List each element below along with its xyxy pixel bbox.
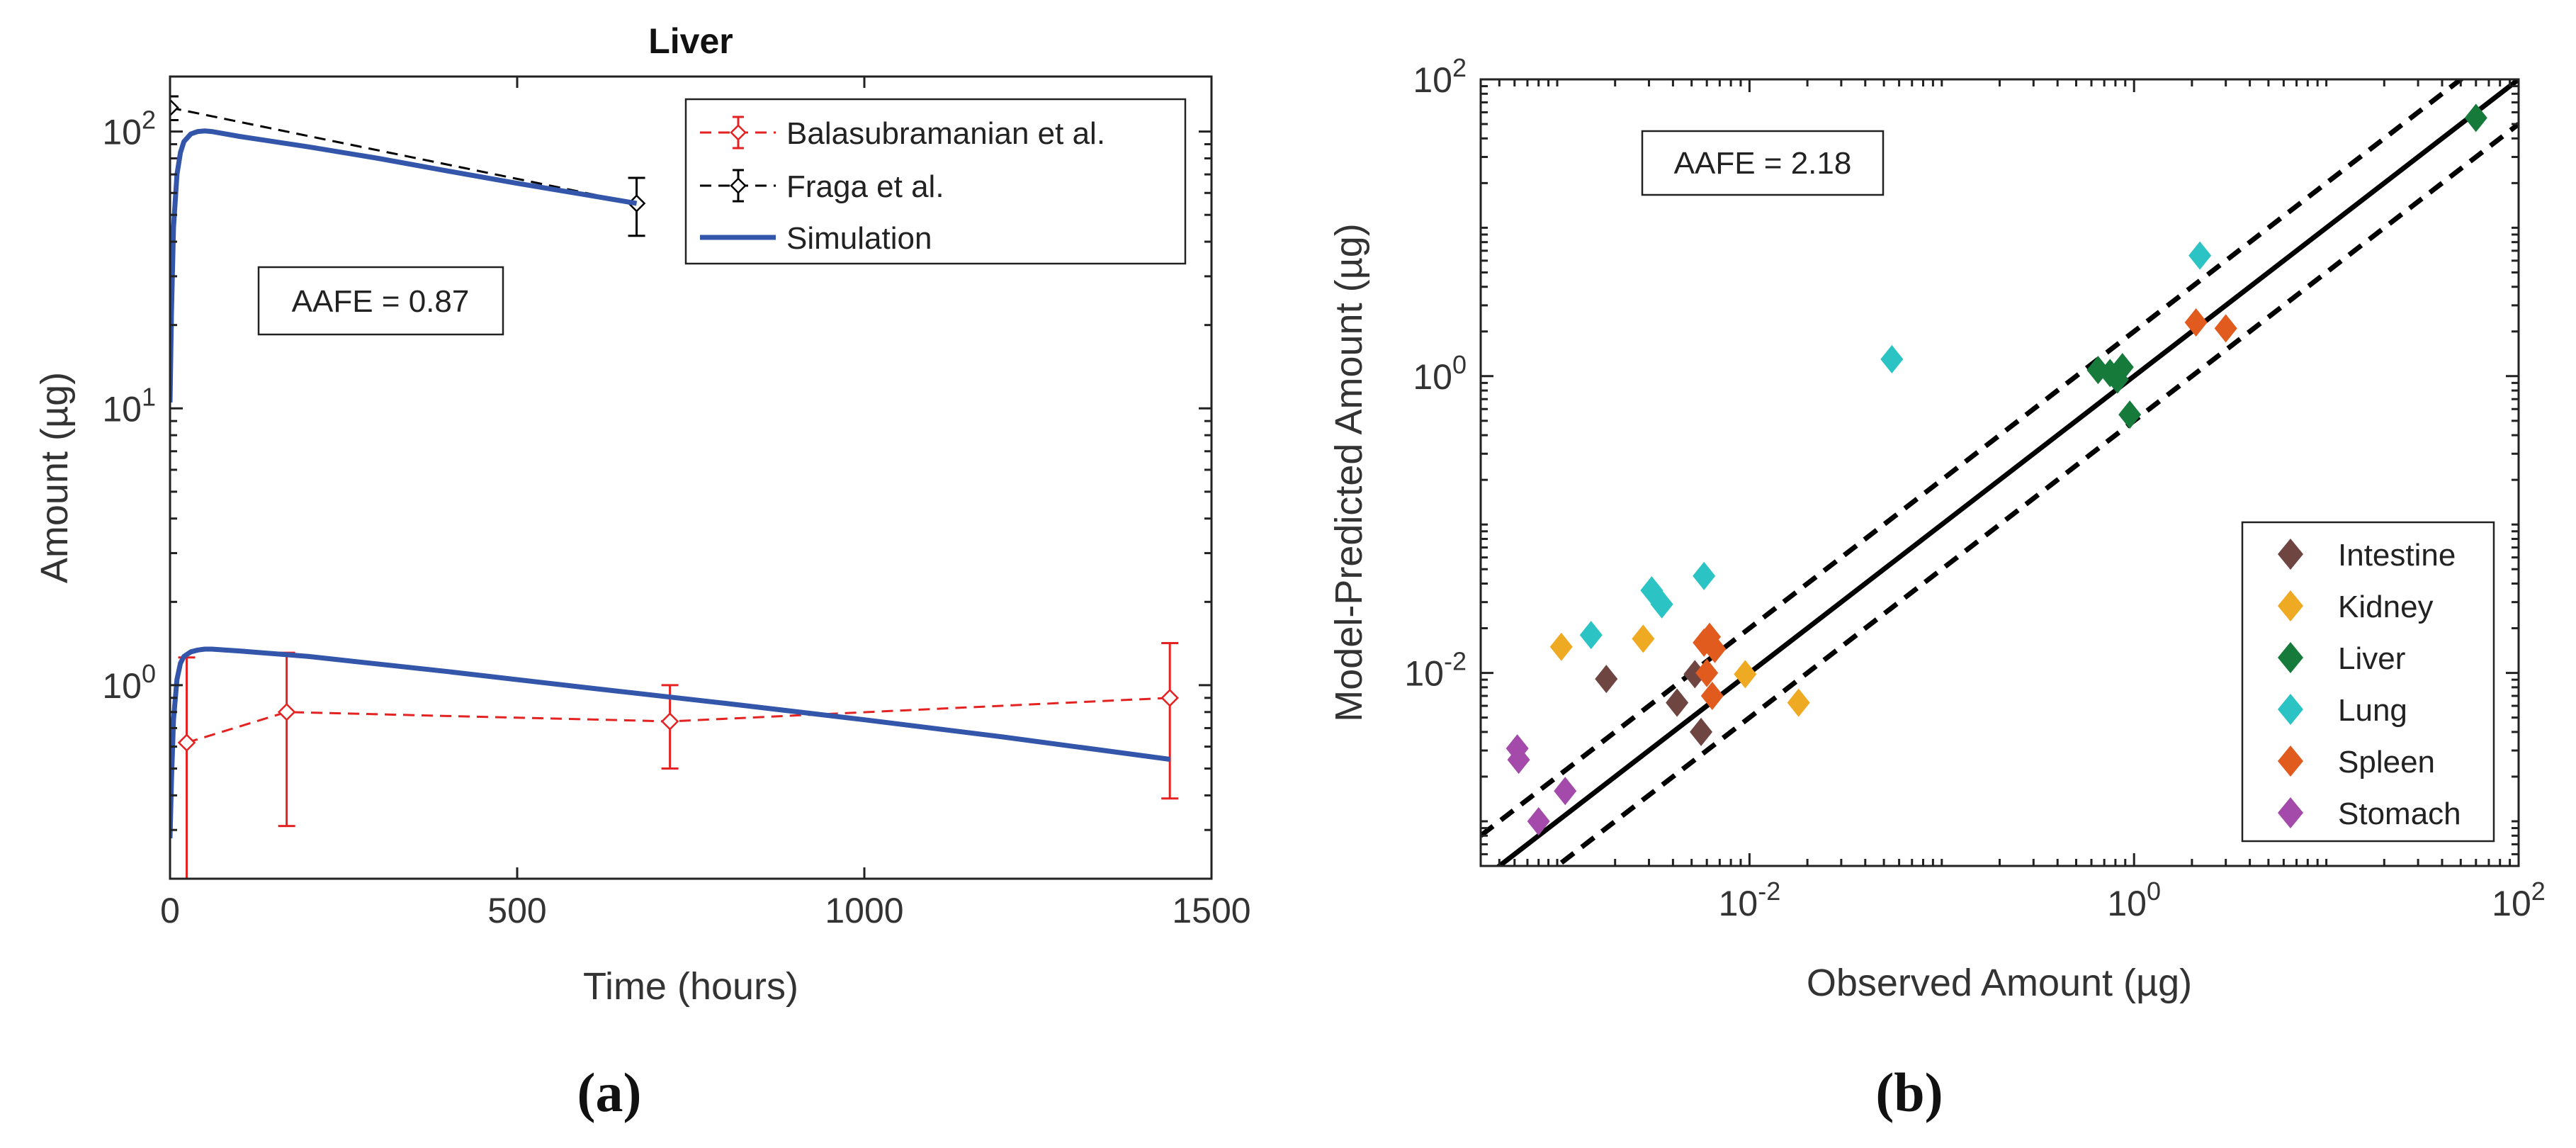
legend-entry-fraga: Fraga et al.: [700, 169, 944, 204]
spleen-data-point: [2214, 314, 2237, 343]
legend-a: Balasubramanian et al. Fraga et al. Simu…: [684, 98, 1187, 265]
aafe-label: AAFE = 2.18: [1674, 146, 1852, 181]
legend-label-simulation: Simulation: [786, 221, 932, 256]
stomach-data-point: [1527, 806, 1550, 835]
lung-data-point: [1693, 561, 1716, 590]
intestine-data-point: [1666, 688, 1689, 717]
stomach-data-point: [1507, 745, 1530, 775]
spleen-data-point: [2184, 308, 2208, 337]
legend-entry-lung: Lung: [2278, 693, 2407, 728]
plot-frame-b: [1479, 78, 2520, 867]
reference-line-2-fold-below: [1553, 122, 2519, 866]
liver-data-point: [2118, 400, 2142, 429]
series-layer-b: [1481, 79, 2519, 866]
aafe-annotation-b: AAFE = 2.18: [1641, 130, 1885, 196]
y-axis-label: Amount (µg): [33, 372, 76, 583]
y-axis-label: Model-Predicted Amount (µg): [1328, 223, 1370, 721]
panel-b: 10-2 100 102 10-2 100 102 AAFE = 2.18 Intesti…: [1328, 53, 2546, 1123]
legend-diamond-intestine: [2278, 539, 2303, 570]
legend-entry-intestine: Intestine: [2278, 538, 2456, 573]
legend-diamond-liver: [2278, 642, 2303, 673]
chart-title: Liver: [648, 21, 733, 61]
y-tick-label: 102: [102, 106, 156, 152]
legend-diamond-stomach: [2278, 797, 2303, 828]
y-tick-label: 100: [102, 659, 156, 706]
legend-entry-kidney: Kidney: [2278, 590, 2434, 624]
x-tick-label: 500: [487, 891, 546, 930]
x-tick-label: 102: [2492, 877, 2546, 923]
legend-diamond-fraga: [730, 177, 747, 194]
legend-diamond-spleen: [2278, 745, 2303, 777]
legend-entry-balasubramanian: Balasubramanian et al.: [700, 116, 1105, 151]
legend-b: Intestine Kidney Liver Lung Spleen Stoma…: [2241, 521, 2495, 843]
legend-box: [2241, 521, 2495, 843]
legend-entry-stomach: Stomach: [2278, 797, 2461, 831]
lung-data-point: [1579, 621, 1603, 650]
y-tick-label: 100: [1413, 350, 1467, 397]
kidney-data-point: [1549, 632, 1573, 661]
x-tick-label: 0: [160, 891, 180, 930]
balasubramanian-dashed-line: [186, 697, 1170, 744]
kidney-data-point: [1632, 624, 1655, 653]
fraga-data-point: [170, 99, 179, 117]
intestine-data-point: [1595, 665, 1618, 694]
legend-label-lung: Lung: [2338, 693, 2407, 728]
x-tick-label: 100: [2107, 877, 2161, 923]
legend-entry-simulation: Simulation: [700, 221, 932, 256]
lung-data-point: [1650, 590, 1673, 619]
balasubramanian-data-point: [177, 733, 196, 752]
legend-diamond-kidney: [2278, 590, 2303, 621]
legend-diamond-balasubramanian: [730, 124, 747, 141]
kidney-data-point: [1787, 688, 1810, 717]
panel-a: Liver 0 500 1000 1500 100 101 102 Balasubraman…: [33, 21, 1251, 1123]
aafe-box: [1641, 130, 1885, 196]
legend-label-spleen: Spleen: [2338, 745, 2435, 780]
x-tick-label: 1000: [825, 891, 903, 930]
intestine-data-point: [1690, 717, 1713, 746]
x-axis-label: Observed Amount (µg): [1807, 962, 2192, 1004]
y-tick-label: 102: [1413, 53, 1467, 100]
reference-line-identity: [1495, 79, 2519, 866]
aafe-label: AAFE = 0.87: [292, 284, 470, 319]
spleen-data-point: [1695, 658, 1719, 687]
aafe-box: [257, 266, 504, 336]
legend-label-balasubramanian: Balasubramanian et al.: [786, 116, 1105, 151]
x-tick-label: 10-2: [1719, 877, 1781, 923]
spleen-data-point: [1703, 634, 1727, 663]
legend-diamond-lung: [2278, 694, 2303, 725]
balasubramanian-data-point: [660, 712, 679, 731]
legend-entry-liver: Liver: [2278, 641, 2405, 676]
liver-data-point: [2464, 103, 2487, 133]
y-tick-label: 101: [102, 382, 156, 429]
x-tick-label: 1500: [1172, 891, 1250, 930]
y-tick-label: 10-2: [1404, 647, 1467, 694]
legend-label-stomach: Stomach: [2338, 797, 2461, 831]
lung-data-point: [1880, 344, 1904, 373]
kidney-data-point: [1734, 660, 1757, 689]
x-axis-label: Time (hours): [583, 965, 798, 1008]
panel-label-b: (b): [1875, 1062, 1943, 1123]
reference-line-2-fold-above: [1481, 79, 2465, 838]
aafe-annotation-a: AAFE = 0.87: [257, 266, 504, 336]
lung-data-point: [2188, 241, 2212, 270]
legend-label-intestine: Intestine: [2338, 538, 2456, 573]
stomach-data-point: [1554, 777, 1577, 806]
fraga-dashed-line: [170, 106, 637, 205]
balasubramanian-data-point: [277, 703, 296, 721]
panel-label-a: (a): [577, 1062, 642, 1123]
legend-label-liver: Liver: [2338, 641, 2405, 676]
legend-label-kidney: Kidney: [2338, 590, 2434, 624]
axes-a: 0 500 1000 1500 100 101 102: [102, 77, 1251, 930]
legend-entry-spleen: Spleen: [2278, 745, 2435, 780]
plot-frame-a: [169, 75, 1213, 880]
spleen-data-point: [1700, 682, 1724, 711]
legend-label-fraga: Fraga et al.: [786, 169, 944, 204]
liver-data-point: [2111, 353, 2134, 382]
balasubramanian-data-point: [1160, 689, 1179, 707]
